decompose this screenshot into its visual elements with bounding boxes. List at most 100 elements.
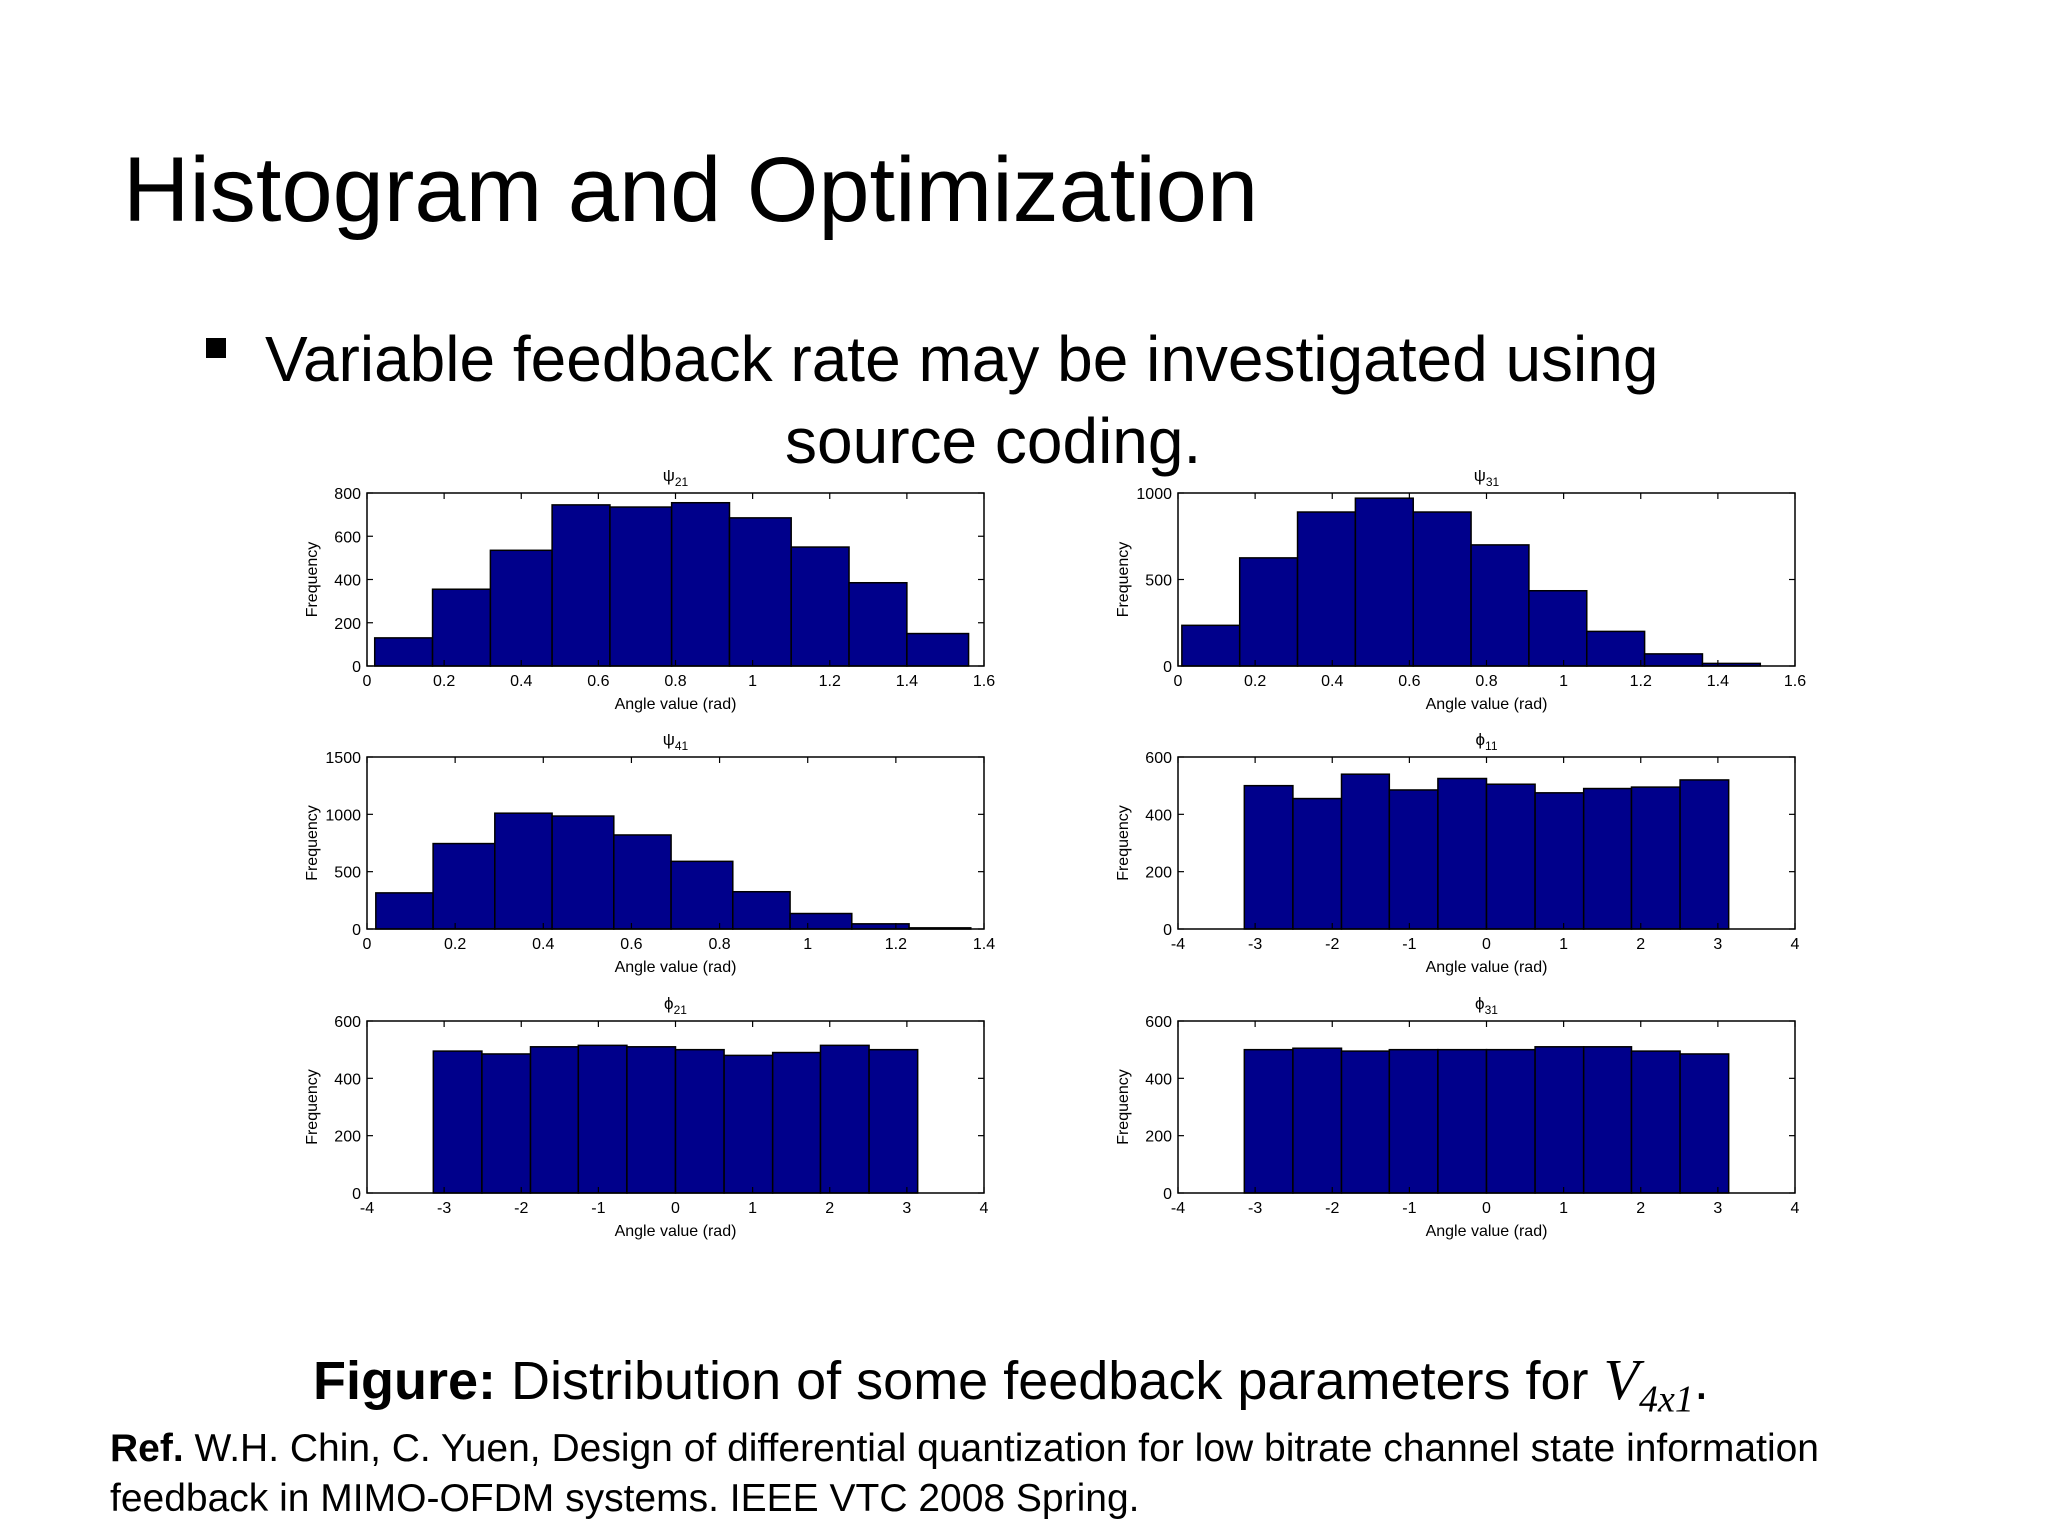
caption-label: Figure: [313, 1351, 496, 1411]
histogram-panel-4: -4 -3 -2 -1 0 1 2 3 4 0 200 400 600 Angle value (rad)… [1115, 730, 1800, 976]
histogram-bar [1679, 779, 1730, 930]
caption-math-sub: 4x1 [1638, 1378, 1694, 1421]
y-tick-label: 0 [1163, 659, 1172, 676]
y-tick-label: 0 [1163, 1186, 1172, 1203]
histogram-bar [819, 1044, 870, 1194]
y-axis-label: Frequency [1115, 805, 1132, 881]
x-axis-label: Angle value (rad) [615, 959, 737, 976]
panel-title-subscript: 31 [1486, 475, 1500, 489]
histogram-bar [494, 812, 553, 930]
x-axis-label: Angle value (rad) [1426, 959, 1548, 976]
histogram-bar [1243, 1048, 1294, 1194]
histogram-bar [1292, 1047, 1343, 1194]
histogram-bar [771, 1051, 822, 1194]
x-tick-label: 1 [1559, 936, 1568, 953]
x-axis-label: Angle value (rad) [615, 696, 737, 713]
histogram-bar [1181, 624, 1241, 667]
histogram-bar [728, 517, 792, 667]
x-tick-label: 1 [1559, 673, 1568, 690]
x-tick-label: 1.4 [1707, 673, 1729, 690]
x-tick-label: -2 [514, 1200, 528, 1217]
y-tick-label: 600 [1145, 1014, 1172, 1031]
histogram-bar [1437, 777, 1488, 930]
x-tick-label: 1 [748, 673, 757, 690]
y-tick-label: 200 [334, 616, 361, 633]
histogram-bar [1243, 784, 1294, 930]
x-tick-label: 0.6 [1398, 673, 1420, 690]
x-tick-label: 0 [1482, 1200, 1491, 1217]
histogram-bar [551, 815, 615, 930]
x-tick-label: 1.6 [1784, 673, 1806, 690]
histogram-panel-1: 0 0.2 0.4 0.6 0.8 1 1.2 1.4 1.6 0 200 400 600 800 Angl… [304, 466, 995, 713]
y-tick-label: 500 [1145, 573, 1172, 590]
histogram-bar [529, 1046, 580, 1194]
x-tick-label: 0 [363, 673, 372, 690]
histogram-bar [431, 588, 492, 667]
x-tick-label: 0.6 [587, 673, 609, 690]
histogram-bar [851, 923, 910, 930]
histogram-bar [626, 1046, 677, 1194]
x-tick-label: 0.6 [620, 936, 642, 953]
panel-title: ψ41 [663, 730, 689, 753]
figure-caption: Figure: Distribution of some feedback pa… [313, 1346, 1709, 1422]
x-tick-label: 0.2 [444, 936, 466, 953]
x-tick-label: 0 [363, 936, 372, 953]
histogram-bar [1340, 1050, 1391, 1194]
y-tick-label: 400 [1145, 1071, 1172, 1088]
histogram-bar [1292, 797, 1343, 930]
histogram-bar [375, 892, 434, 930]
panel-title-symbol: ψ [1474, 466, 1486, 485]
x-axis-label: Angle value (rad) [1426, 1223, 1548, 1240]
y-tick-label: 0 [352, 659, 361, 676]
panel-title-symbol: ψ [663, 466, 675, 485]
histogram-bar [1534, 1046, 1585, 1194]
histogram-bar [868, 1048, 919, 1194]
reference-label: Ref. [110, 1427, 184, 1470]
x-tick-label: -1 [1402, 1200, 1416, 1217]
reference-text: W.H. Chin, C. Yuen, Design of differenti… [110, 1427, 1819, 1520]
panel-title: ϕ21 [664, 994, 687, 1017]
x-tick-label: 4 [1791, 1200, 1800, 1217]
y-tick-label: 0 [1163, 922, 1172, 939]
slide-title: Histogram and Optimization [123, 139, 1259, 241]
histogram-panel-2: 0 0.2 0.4 0.6 0.8 1 1.2 1.4 1.6 0 500 1000 Angle val… [1115, 466, 1806, 713]
histogram-bar [551, 504, 611, 667]
histogram-bar [1437, 1048, 1488, 1194]
x-tick-label: -4 [1171, 1200, 1185, 1217]
y-axis-label: Frequency [304, 805, 321, 881]
y-tick-label: 1000 [325, 807, 361, 824]
caption-text: Distribution of some feedback parameters… [511, 1351, 1589, 1411]
bullet-text-line-2: source coding. [785, 405, 1202, 477]
histogram-bar [670, 501, 731, 667]
x-tick-label: 1.4 [896, 673, 918, 690]
histogram-bar [432, 842, 496, 930]
y-tick-label: 200 [1145, 865, 1172, 882]
y-tick-label: 400 [1145, 807, 1172, 824]
histogram-bar [1388, 1048, 1439, 1194]
x-tick-label: 0.4 [1321, 673, 1343, 690]
x-tick-label: -4 [1171, 936, 1185, 953]
histogram-bar [1630, 1050, 1681, 1194]
x-tick-label: 3 [1713, 1200, 1722, 1217]
histogram-bar [432, 1050, 483, 1194]
x-tick-label: 4 [1791, 936, 1800, 953]
histogram-bar [789, 912, 853, 930]
histogram-bar [1238, 557, 1299, 667]
x-tick-label: 2 [1636, 936, 1645, 953]
x-tick-label: -3 [437, 1200, 451, 1217]
y-axis-label: Frequency [304, 1069, 321, 1145]
panel-title: ϕ11 [1476, 730, 1498, 753]
caption-math: V4x1 [1604, 1347, 1694, 1421]
x-tick-label: 0.4 [532, 936, 554, 953]
x-tick-label: 0.8 [1475, 673, 1497, 690]
y-axis-label: Frequency [1115, 1069, 1132, 1145]
histogram-bar [1630, 786, 1681, 930]
histogram-panel-3: 0 0.2 0.4 0.6 0.8 1 1.2 1.4 0 500 1000 1500 Angle va… [304, 730, 995, 976]
y-tick-label: 400 [334, 573, 361, 590]
histogram-bar [481, 1053, 532, 1194]
bullet-text-line-1: Variable feedback rate may be investigat… [265, 323, 1659, 395]
panel-title-subscript: 21 [674, 1003, 688, 1017]
panel-title: ψ21 [663, 466, 689, 489]
histogram-bar [1528, 589, 1588, 667]
